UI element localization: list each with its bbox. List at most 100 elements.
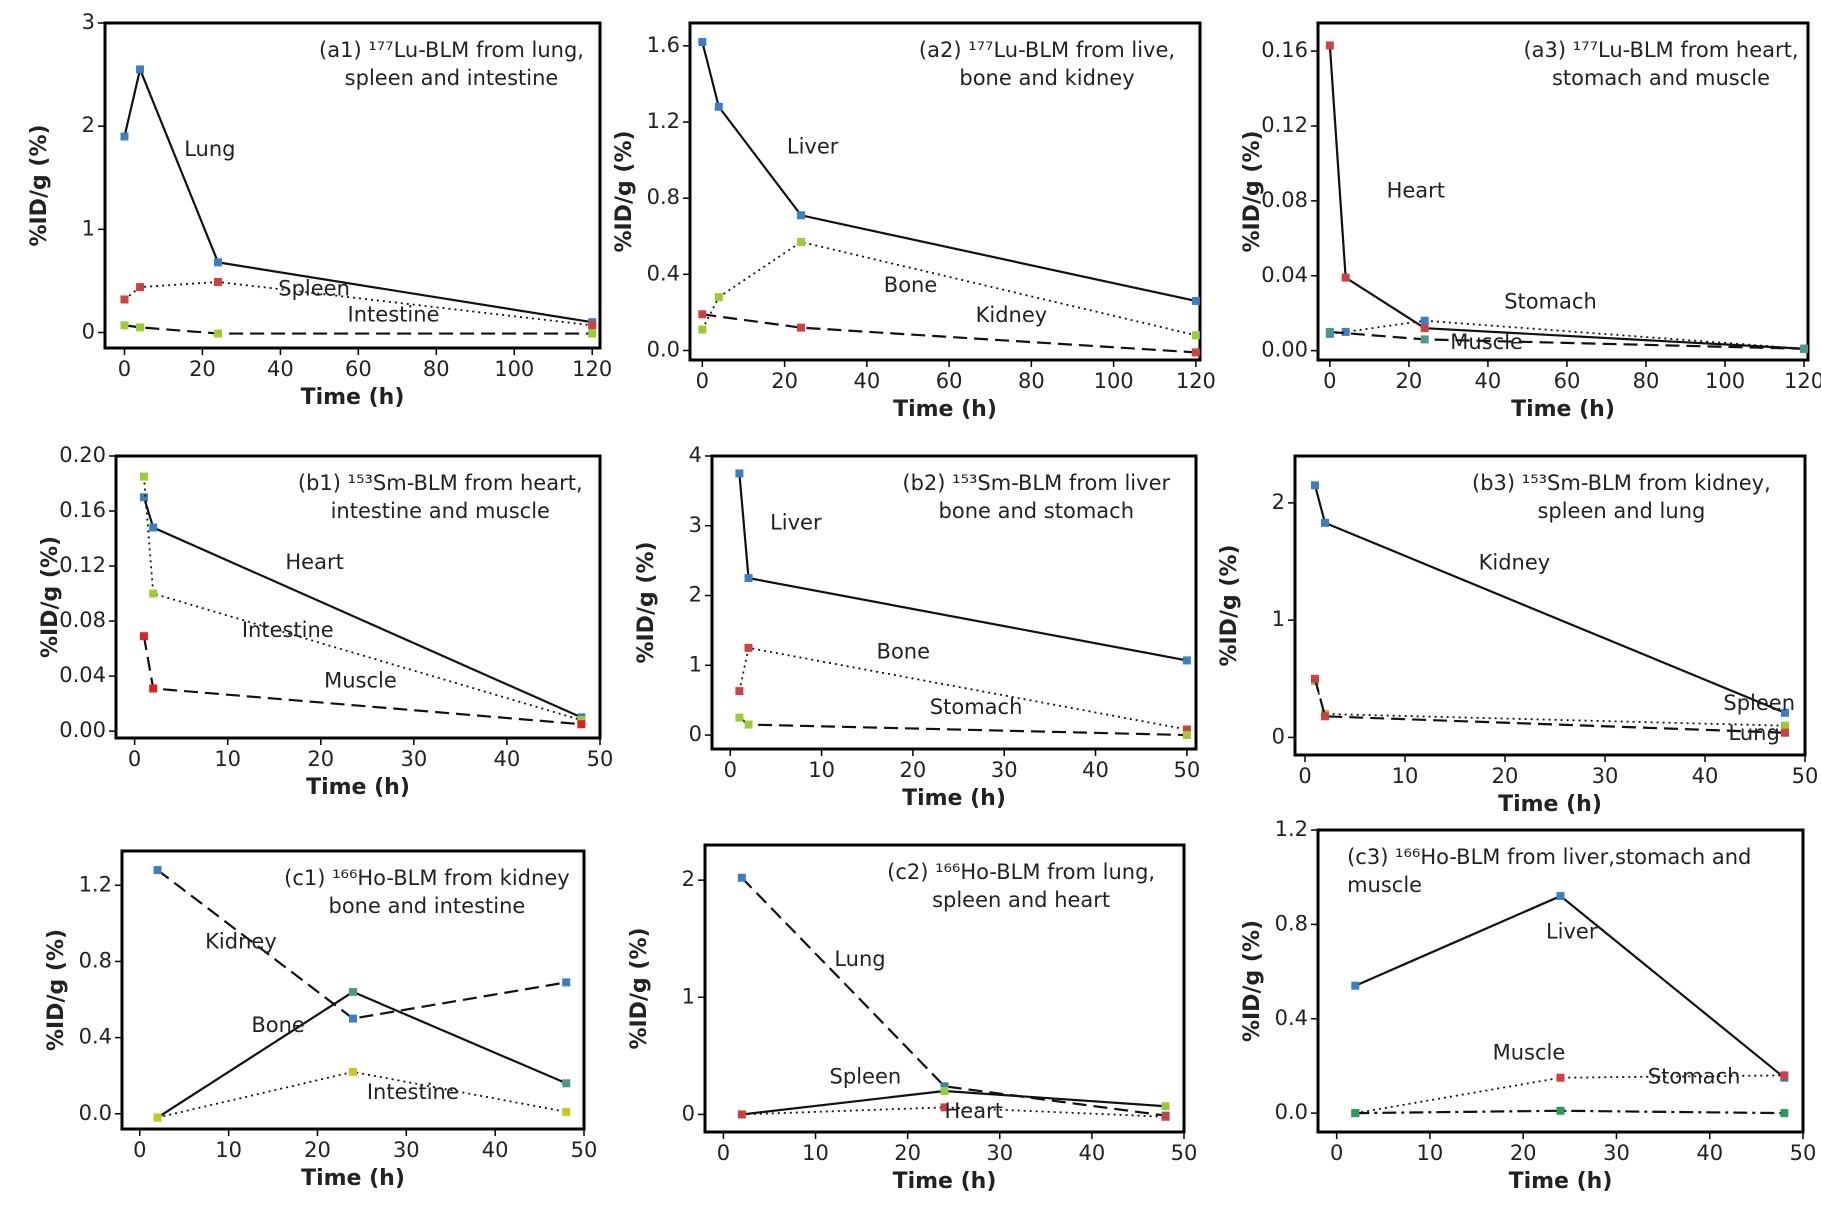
series-line	[157, 1070, 567, 1119]
series-label: Heart	[1387, 179, 1445, 203]
panel-title: spleen and heart	[932, 888, 1110, 912]
x-tick-label: 80	[423, 357, 450, 381]
panel-title: (c1) ¹⁶⁶Ho-BLM from kidney	[284, 866, 570, 890]
panel-title: bone and intestine	[329, 894, 526, 918]
series-label: Stomach	[1648, 1065, 1741, 1089]
y-tick-label: 0.0	[1275, 1100, 1308, 1124]
data-point	[1351, 981, 1360, 990]
data-point	[1781, 728, 1789, 737]
x-tick-label: 40	[853, 369, 880, 393]
series-label: Bone	[884, 273, 937, 297]
panel-title: (a1) ¹⁷⁷Lu-BLM from lung,	[319, 38, 584, 62]
data-point	[698, 38, 707, 47]
x-tick-label: 50	[587, 747, 614, 771]
series-label: Spleen	[278, 277, 350, 301]
x-tick-label: 40	[1692, 764, 1719, 788]
data-point	[562, 1079, 571, 1088]
data-point	[1351, 1109, 1360, 1118]
panel-title: bone and stomach	[939, 499, 1134, 523]
series-label: Stomach	[930, 695, 1023, 719]
series-label: Liver	[770, 510, 822, 534]
y-axis-label: %ID/g (%)	[634, 541, 659, 663]
panel-title: muscle	[1347, 873, 1422, 897]
series-label: Muscle	[324, 669, 397, 693]
x-tick-label: 0	[1330, 1141, 1343, 1165]
data-point	[735, 713, 744, 722]
x-tick-label: 100	[1094, 369, 1134, 393]
data-point	[562, 978, 571, 987]
x-tick-label: 60	[345, 357, 372, 381]
y-tick-label: 3	[689, 513, 702, 537]
y-tick-label: 0.12	[59, 553, 106, 577]
data-point	[153, 866, 162, 875]
y-tick-label: 0.4	[647, 261, 680, 285]
y-axis-label: %ID/g (%)	[1217, 544, 1242, 666]
panel-title: spleen and lung	[1537, 499, 1705, 523]
y-tick-label: 1.2	[79, 872, 112, 896]
data-point	[214, 329, 223, 338]
x-tick-label: 40	[1082, 758, 1109, 782]
data-point	[1321, 518, 1329, 527]
x-tick-label: 30	[1603, 1141, 1630, 1165]
series-label: Lung	[1729, 721, 1780, 745]
series-line	[1328, 45, 1805, 350]
data-point	[139, 472, 148, 481]
data-point	[1161, 1102, 1170, 1111]
data-point	[1311, 674, 1319, 683]
x-tick-label: 40	[494, 747, 521, 771]
y-axis-label: %ID/g (%)	[1240, 920, 1265, 1042]
y-tick-label: 0.0	[79, 1101, 112, 1125]
panel-title: stomach and muscle	[1552, 66, 1770, 90]
series-line	[701, 240, 1197, 337]
series-line	[741, 1106, 1166, 1118]
y-tick-label: 0.8	[647, 185, 680, 209]
data-point	[714, 102, 723, 111]
x-tick-label: 120	[1176, 369, 1216, 393]
y-tick-label: 0	[82, 320, 95, 344]
x-tick-label: 30	[400, 747, 427, 771]
data-point	[120, 295, 129, 304]
x-axis-label: Time (h)	[306, 775, 410, 800]
data-point	[136, 65, 145, 74]
data-point	[940, 1087, 949, 1095]
y-tick-label: 1.2	[647, 109, 680, 133]
x-tick-label: 60	[1554, 369, 1581, 393]
panel: 0 20 40 60 80 100 120 0.00 0.04 0.08 0.12 0.16 Time …	[1240, 21, 1821, 422]
data-point	[1182, 731, 1191, 740]
x-axis-label: Time (h)	[1509, 1169, 1613, 1194]
x-tick-label: 80	[1018, 369, 1045, 393]
x-tick-label: 0	[133, 1138, 146, 1162]
data-point	[744, 643, 753, 652]
series-line	[156, 990, 567, 1119]
data-point	[120, 321, 129, 330]
x-tick-label: 10	[214, 747, 241, 771]
data-point	[735, 687, 744, 696]
plot-frame	[1316, 21, 1810, 362]
data-point	[1182, 725, 1191, 734]
plot-frame	[1293, 454, 1807, 757]
x-tick-label: 20	[189, 357, 216, 381]
x-tick-label: 10	[808, 758, 835, 782]
x-axis-label: Time (h)	[893, 397, 997, 422]
panel: 0 20 40 60 80 100 120 0 1 2 3 Time (h) %ID/g (%) (a1)…	[27, 10, 612, 410]
y-tick-label: 1	[689, 652, 702, 676]
panel-title: (c3) ¹⁶⁶Ho-BLM from liver,stomach and	[1347, 845, 1751, 869]
x-tick-label: 40	[267, 357, 294, 381]
y-tick-label: 0.08	[1261, 188, 1308, 212]
y-tick-label: 2	[1272, 490, 1285, 514]
series-label: Bone	[251, 1013, 304, 1037]
data-point	[349, 1067, 357, 1076]
series-line	[738, 716, 1187, 737]
data-point	[737, 1110, 746, 1119]
x-axis-label: Time (h)	[893, 1169, 997, 1194]
data-point	[1556, 892, 1565, 901]
x-axis-label: Time (h)	[1511, 397, 1615, 422]
y-tick-label: 0	[682, 1101, 695, 1125]
y-tick-label: 0.4	[1275, 1006, 1308, 1030]
panel: 0 10 20 30 40 50 0.0 0.4 0.8 1.2 Time (h) %ID/g (%)…	[44, 849, 597, 1191]
x-tick-label: 10	[1417, 1141, 1444, 1165]
y-tick-label: 1.2	[1275, 817, 1308, 841]
y-axis-label: %ID/g (%)	[1240, 130, 1265, 252]
y-axis-label: %ID/g (%)	[27, 124, 52, 246]
data-point	[1420, 335, 1429, 344]
